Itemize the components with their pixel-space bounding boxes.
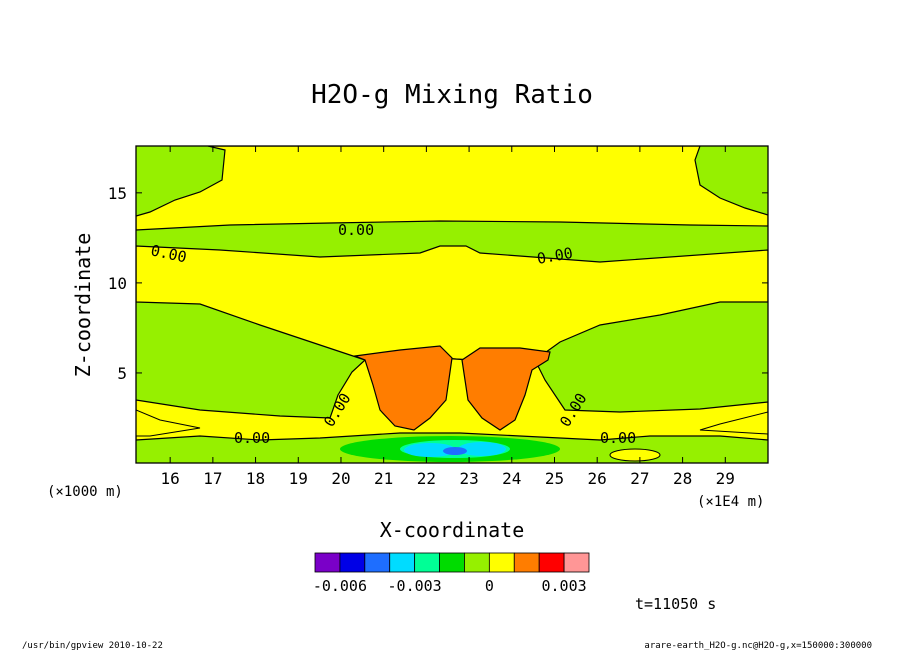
x-axis-label: X-coordinate <box>380 518 525 542</box>
x-tick-label: 17 <box>203 469 222 488</box>
colorbar-swatch <box>488 552 515 573</box>
colorbar-swatch <box>563 552 590 573</box>
y-axis-label: Z-coordinate <box>71 233 95 378</box>
cyan-core-right <box>458 442 506 456</box>
contour-label: 0.00 <box>338 221 374 239</box>
blue-core <box>443 447 467 455</box>
x-tick-label: 18 <box>246 469 265 488</box>
contour-label: 0.00 <box>600 429 636 447</box>
colorbar-tick-label: 0.003 <box>542 577 587 595</box>
plot-frame <box>135 145 769 464</box>
yellow-band-top <box>136 146 768 231</box>
contour-label: 0.00 <box>234 429 270 447</box>
orange-core-left <box>352 345 453 431</box>
footer-command: /usr/bin/gpview 2010-10-22 <box>22 641 163 651</box>
x-axis: 16 17 18 19 20 21 22 23 24 25 26 27 28 29 <box>161 146 735 488</box>
x-tick-label: 23 <box>459 469 478 488</box>
colorbar-swatch <box>513 552 540 573</box>
colorbar-swatch <box>339 552 366 573</box>
x-tick-label: 20 <box>331 469 350 488</box>
x-tick-label: 26 <box>588 469 607 488</box>
colorbar-swatch <box>364 552 391 573</box>
x-tick-label: 16 <box>161 469 180 488</box>
x-tick-label: 29 <box>716 469 735 488</box>
colorbar-tick-label: 0 <box>485 577 494 595</box>
colorbar-swatch <box>389 552 416 573</box>
colorbar-swatch <box>439 552 465 573</box>
cyan-core-left <box>404 443 456 457</box>
footer-source: arare-earth_H2O-g.nc@H2O-g,x=150000:3000… <box>644 641 872 651</box>
yellow-wedge-right <box>699 411 768 435</box>
colorbar-tick-label: -0.003 <box>388 577 442 595</box>
colorbar-tick-label: -0.006 <box>313 577 367 595</box>
x-tick-label: 21 <box>374 469 393 488</box>
yellow-surface-right <box>609 448 661 462</box>
colorbar-swatch <box>314 552 341 573</box>
yellow-wedge-left <box>136 409 201 437</box>
x-tick-label: 25 <box>545 469 564 488</box>
y-tick-label: 15 <box>108 184 127 203</box>
colorbar-swatch <box>538 552 565 573</box>
yellow-band-mid <box>136 245 768 367</box>
x-tick-label: 22 <box>417 469 436 488</box>
x-unit-right: (×1E4 m) <box>697 494 764 510</box>
colorbar-swatch <box>464 552 490 573</box>
contour-label: 0.00 <box>536 244 575 268</box>
colorbar-tick-labels: -0.006 -0.003 0 0.003 <box>313 577 587 595</box>
time-label: t=11050 s <box>635 595 716 613</box>
y-tick-label: 10 <box>108 274 127 293</box>
colorbar-swatch <box>414 552 440 573</box>
y-axis: 5 10 15 <box>108 184 768 383</box>
x-unit-left: (×1000 m) <box>47 484 123 500</box>
colorbar <box>314 552 590 573</box>
x-tick-label: 19 <box>289 469 308 488</box>
x-tick-label: 28 <box>673 469 692 488</box>
contour-field <box>136 146 768 463</box>
y-tick-label: 5 <box>117 364 127 383</box>
x-tick-label: 27 <box>630 469 649 488</box>
orange-core-right <box>461 347 551 431</box>
x-tick-label: 24 <box>502 469 521 488</box>
chart-title: H2O-g Mixing Ratio <box>311 80 593 110</box>
yellow-band-low <box>136 357 768 441</box>
